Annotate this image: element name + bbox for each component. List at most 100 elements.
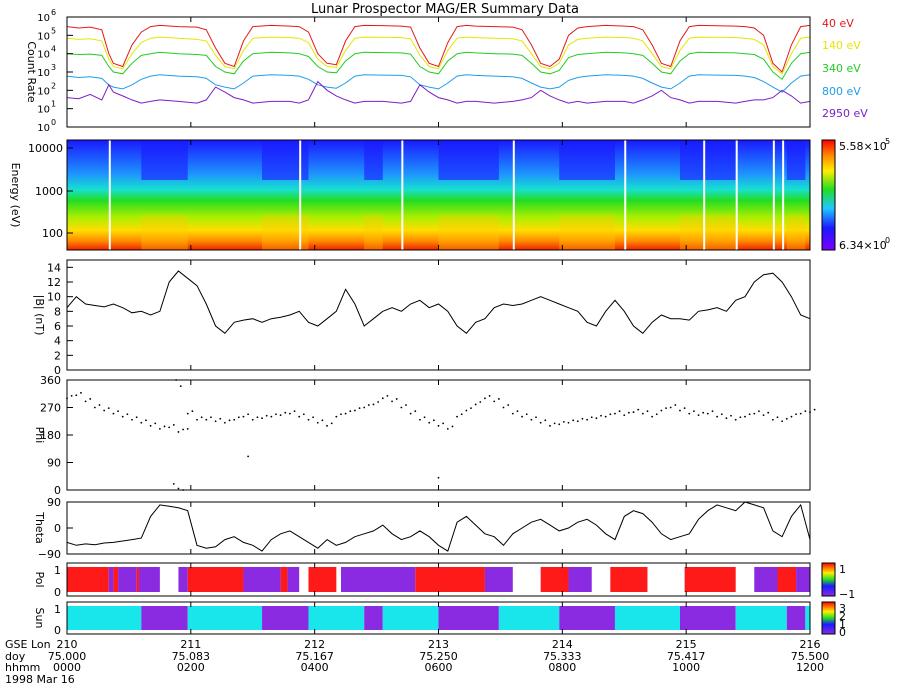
field-phi-point xyxy=(112,412,115,415)
y-tick-label: 10 xyxy=(37,105,50,116)
energy-legend: 40 eV 140 eV 340 eV 800 eV 2950 eV xyxy=(822,17,868,120)
spectrogram-band xyxy=(364,215,383,250)
field-phi-point xyxy=(688,412,691,415)
y-tick-label: 270 xyxy=(40,402,61,415)
field-phi-point xyxy=(75,394,78,397)
field-phi-point xyxy=(785,417,788,420)
y-axis-label: Pol xyxy=(33,571,46,587)
colorbar-max-exponent: 5 xyxy=(885,137,890,146)
field-phi-point xyxy=(702,411,705,414)
sun-segment xyxy=(67,606,142,630)
sun-segment xyxy=(364,606,383,630)
y-tick-exponent: 5 xyxy=(51,26,56,35)
field-phi-point xyxy=(535,416,537,419)
field-phi-point xyxy=(423,416,426,419)
x-tick-label-lon: 214 xyxy=(552,638,573,651)
field-phi-point xyxy=(293,410,296,413)
field-phi-point xyxy=(145,419,147,422)
field-phi-point xyxy=(651,415,654,418)
field-phi-point xyxy=(210,416,212,419)
polarity-segment xyxy=(796,567,810,592)
field-phi-outlier xyxy=(247,455,250,458)
field-phi-point xyxy=(219,417,222,420)
field-phi-outlier xyxy=(186,427,189,430)
panel-frame xyxy=(66,379,811,491)
y-tick-label: 4 xyxy=(54,335,61,348)
count-rate-line xyxy=(66,36,811,75)
spectrogram-gap xyxy=(735,140,738,250)
polarity-segment xyxy=(684,567,736,592)
y-tick-label: 6 xyxy=(54,320,61,333)
field-phi-point xyxy=(340,413,342,416)
field-phi-point xyxy=(590,416,593,419)
y-tick-label: 10 xyxy=(37,123,50,134)
field-phi-point xyxy=(163,425,166,428)
field-phi-point xyxy=(799,412,802,415)
y-tick-label: 2 xyxy=(54,349,61,362)
field-phi-point xyxy=(354,409,356,412)
field-phi-point xyxy=(711,410,714,413)
field-phi-point xyxy=(655,413,658,416)
field-phi-point xyxy=(813,408,816,411)
field-phi-point xyxy=(409,412,412,415)
count-rate-line xyxy=(66,74,811,93)
y-tick-label: 100 xyxy=(42,227,63,240)
x-tick-label-hhmm: 0600 xyxy=(425,661,453,674)
field-phi-point xyxy=(544,419,547,422)
spectrogram-band xyxy=(262,140,309,180)
field-phi-point xyxy=(237,416,240,419)
field-phi-point xyxy=(191,410,194,413)
field-phi-point xyxy=(767,411,770,414)
field-phi-point xyxy=(414,410,417,413)
field-phi-panel: 0 90 180 270 360 Phi xyxy=(33,374,816,497)
x-tick-label-doy: 75.417 xyxy=(667,650,706,663)
field-phi-point xyxy=(335,415,338,418)
count-rate-line xyxy=(66,51,811,81)
sun-segment xyxy=(498,606,560,630)
field-phi-point xyxy=(618,410,621,413)
y-axis-label: Count Rate xyxy=(25,41,38,103)
field-phi-point xyxy=(428,421,431,424)
y-tick-label: 1 xyxy=(54,603,61,616)
x-tick-label-lon: 216 xyxy=(800,638,821,651)
y-tick-label: 360 xyxy=(40,374,61,387)
polarity-segment xyxy=(187,567,244,592)
x-axis-row-label: doy xyxy=(5,650,26,663)
y-tick-label: 14 xyxy=(47,261,61,274)
colorbar xyxy=(821,601,836,635)
colorbar-max-label: 5.58×10 xyxy=(839,140,887,153)
field-phi-point xyxy=(623,414,626,417)
y-tick-label: 10 xyxy=(37,86,50,97)
field-phi-point xyxy=(581,417,584,420)
polarity-segment xyxy=(415,567,485,592)
field-phi-point xyxy=(595,417,598,420)
field-phi-point xyxy=(307,418,310,421)
sun-segment xyxy=(382,606,439,630)
y-tick-label: 10 xyxy=(47,291,61,304)
energy-spectrogram-panel: 10000 1000 100 Energy (eV) 5.58×105 6.34×100 xyxy=(9,137,890,252)
polarity-panel: 1 0 Pol 1 −1 xyxy=(33,562,855,601)
y-tick-label: 1 xyxy=(54,564,61,577)
field-phi-outlier xyxy=(437,476,440,479)
field-phi-point xyxy=(149,424,152,427)
field-phi-point xyxy=(302,413,305,416)
polarity-segment xyxy=(136,567,139,592)
field-phi-point xyxy=(679,409,681,412)
polarity-segment xyxy=(280,567,288,592)
field-phi-point xyxy=(419,418,421,421)
field-phi-point xyxy=(762,414,765,417)
legend-entry: 40 eV xyxy=(822,17,854,30)
field-phi-point xyxy=(154,422,157,425)
spectrogram-gap xyxy=(401,140,404,250)
x-tick-label-lon: 215 xyxy=(676,638,697,651)
spectrogram-gap xyxy=(703,140,706,250)
x-tick-label-hhmm: 0200 xyxy=(177,661,205,674)
field-phi-point xyxy=(525,413,528,416)
field-phi-point xyxy=(391,400,393,403)
field-phi-outlier xyxy=(179,385,182,388)
field-phi-point xyxy=(265,414,268,417)
polarity-segment xyxy=(108,567,114,592)
field-phi-outlier xyxy=(172,482,175,485)
